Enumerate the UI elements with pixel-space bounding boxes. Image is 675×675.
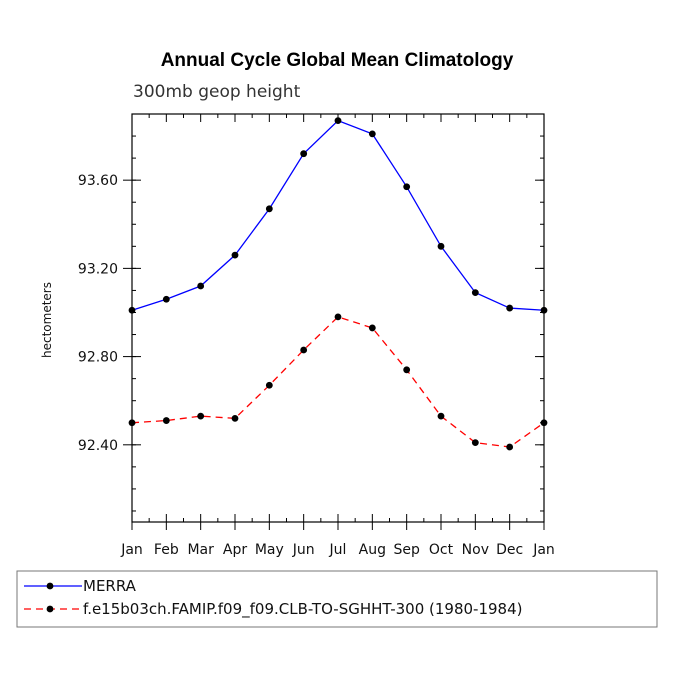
series-line-2	[131, 316, 545, 448]
data-point	[265, 205, 273, 213]
legend-marker	[46, 605, 54, 613]
legend: MERRA f.e15b03ch.FAMIP.f09_f09.CLB-TO-SGH…	[16, 570, 658, 628]
data-point	[506, 443, 514, 451]
y-axis-label: hectometers	[40, 282, 54, 358]
legend-label: f.e15b03ch.FAMIP.f09_f09.CLB-TO-SGHHT-30…	[83, 600, 522, 619]
data-point	[300, 150, 308, 158]
x-tick-label: Feb	[154, 542, 179, 558]
data-point	[265, 381, 273, 389]
data-point	[197, 282, 205, 290]
y-tick-label: 92.40	[78, 438, 118, 454]
data-point	[403, 183, 411, 191]
data-point	[334, 117, 342, 125]
data-point	[231, 414, 239, 422]
data-point	[437, 412, 445, 420]
data-point	[128, 419, 136, 427]
series-layer	[128, 117, 548, 451]
x-tick-label: Oct	[429, 542, 454, 558]
y-tick-label: 93.60	[78, 173, 118, 189]
data-point	[368, 324, 376, 332]
x-tick-label: Nov	[462, 542, 489, 558]
x-tick-label: Jul	[329, 542, 347, 558]
data-point	[334, 313, 342, 321]
x-tick-label: Sep	[393, 542, 420, 558]
x-tick-label: Aug	[359, 542, 386, 558]
data-point	[368, 130, 376, 138]
data-point	[437, 242, 445, 250]
axis-ticks: Jan Feb Mar Apr May Jun Jul Aug Sep Oct Nov Dec Jan 9…	[78, 113, 555, 558]
data-point	[471, 439, 479, 447]
chart-subtitle: 300mb geop height	[133, 82, 301, 102]
legend-marker	[46, 582, 54, 590]
data-point	[540, 306, 548, 314]
x-tick-label: Jan	[532, 542, 555, 558]
data-point	[506, 304, 514, 312]
y-tick-label: 92.80	[78, 350, 118, 366]
chart-title: Annual Cycle Global Mean Climatology	[161, 50, 514, 71]
x-tick-label: Mar	[187, 542, 214, 558]
legend-label: MERRA	[83, 577, 137, 595]
data-point	[403, 366, 411, 374]
data-point	[231, 251, 239, 259]
data-point	[471, 289, 479, 297]
x-tick-label: Jan	[120, 542, 143, 558]
legend-box	[16, 570, 658, 628]
x-tick-label: Jun	[292, 542, 315, 558]
data-point	[300, 346, 308, 354]
x-tick-label: Dec	[496, 542, 523, 558]
data-point	[128, 306, 136, 314]
x-tick-label: May	[255, 542, 284, 558]
data-point	[197, 412, 205, 420]
data-point	[162, 295, 170, 303]
y-tick-label: 93.20	[78, 261, 118, 277]
x-tick-label: Apr	[223, 542, 247, 558]
data-point	[540, 419, 548, 427]
data-point	[162, 417, 170, 424]
series-line-1	[131, 119, 545, 311]
